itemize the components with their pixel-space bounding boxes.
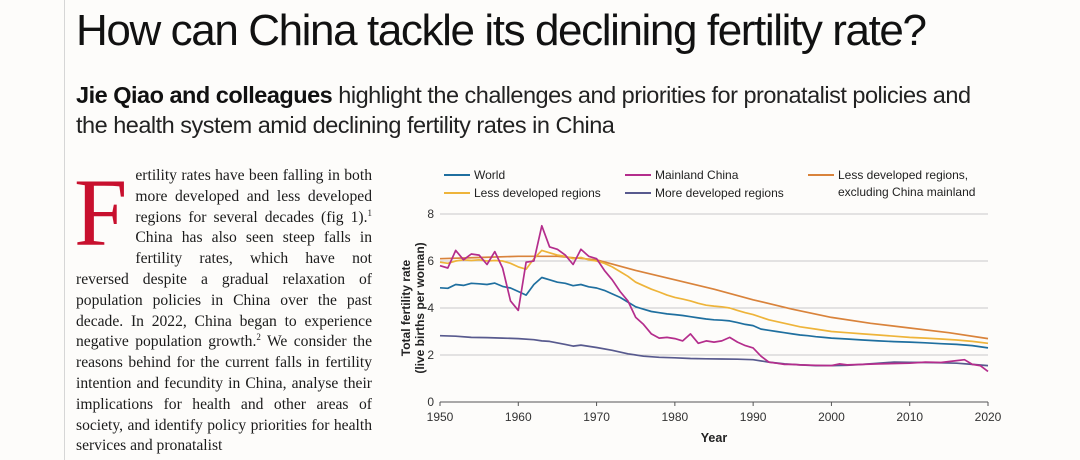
legend-label-1: Less developed regions xyxy=(474,186,601,200)
body-text-1: ertility rates have been falling in both… xyxy=(135,167,372,226)
citation-1[interactable]: 1 xyxy=(367,207,373,218)
series-line-3 xyxy=(439,334,989,367)
x-axis-title: Year xyxy=(701,431,728,445)
y-axis-title-line2: (live births per woman) xyxy=(413,242,427,373)
article-headline: How can China tackle its declining ferti… xyxy=(76,6,927,55)
series-line-0 xyxy=(439,276,989,349)
standfirst-text: highlight the challenges and priorities … xyxy=(76,82,971,138)
y-tick-label-4: 4 xyxy=(427,301,434,315)
series-line-4 xyxy=(439,255,989,340)
x-tick-label-2020: 2020 xyxy=(975,410,1002,424)
x-tick-label-1950: 1950 xyxy=(427,410,454,424)
legend-label-4-line2: excluding China mainland xyxy=(838,185,975,199)
y-tick-label-8: 8 xyxy=(427,207,434,221)
legend-label-0: World xyxy=(474,168,505,182)
article-standfirst: Jie Qiao and colleagues highlight the ch… xyxy=(76,80,996,140)
y-tick-label-6: 6 xyxy=(427,254,434,268)
y-axis-title-line1: Total fertility rate xyxy=(400,259,413,356)
column-rule xyxy=(64,0,65,460)
x-tick-label-1990: 1990 xyxy=(740,410,767,424)
series-line-1 xyxy=(439,249,989,345)
y-tick-label-2: 2 xyxy=(427,348,434,362)
legend-label-2: Mainland China xyxy=(655,168,739,182)
y-tick-label-0: 0 xyxy=(427,395,434,409)
x-tick-label-1960: 1960 xyxy=(505,410,532,424)
citation-2[interactable]: 2 xyxy=(256,332,261,343)
standfirst-authors: Jie Qiao and colleagues xyxy=(76,82,333,108)
fertility-rate-chart: 0 2 4 6 8 1950 1960 1970 1980 1990 2000 2010 2020 Yea… xyxy=(400,168,1002,445)
body-text-2: China has also seen steep falls in ferti… xyxy=(76,229,372,351)
series-line-2 xyxy=(439,224,989,373)
x-tick-label-2010: 2010 xyxy=(896,410,923,424)
drop-cap: F xyxy=(74,159,128,266)
x-tick-label-2000: 2000 xyxy=(818,410,845,424)
legend-label-3: More developed regions xyxy=(655,186,784,200)
x-tick-label-1980: 1980 xyxy=(662,410,689,424)
body-text-3: We consider the reasons behind for the c… xyxy=(76,333,372,455)
x-tick-label-1970: 1970 xyxy=(583,410,610,424)
legend-label-4-line1: Less developed regions, xyxy=(838,168,968,182)
